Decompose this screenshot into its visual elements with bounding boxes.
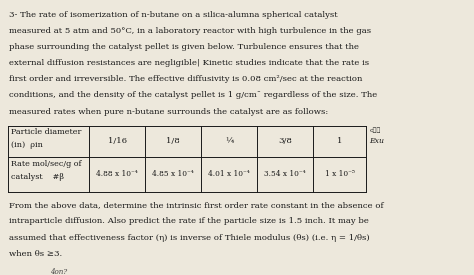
Text: measured at 5 atm and 50°C, in a laboratory reactor with high turbulence in the : measured at 5 atm and 50°C, in a laborat… bbox=[9, 27, 371, 35]
Text: first order and irreversible. The effective diffusivity is 0.08 cm²/sec at the r: first order and irreversible. The effect… bbox=[9, 75, 363, 83]
Text: conditions, and the density of the catalyst pellet is 1 g/cm¯ regardless of the : conditions, and the density of the catal… bbox=[9, 91, 377, 99]
Text: Rate mol/sec/g of: Rate mol/sec/g of bbox=[11, 160, 82, 168]
Text: 3.54 x 10⁻⁴: 3.54 x 10⁻⁴ bbox=[264, 170, 306, 178]
Text: 1/16: 1/16 bbox=[108, 137, 127, 145]
Text: intraparticle diffusion. Also predict the rate if the particle size is 1.5 inch.: intraparticle diffusion. Also predict th… bbox=[9, 217, 369, 225]
Text: Exu: Exu bbox=[369, 137, 384, 145]
Text: 1: 1 bbox=[337, 137, 343, 145]
Text: ¼: ¼ bbox=[225, 137, 234, 145]
Text: external diffusion resistances are negligible| Kinetic studies indicate that the: external diffusion resistances are negli… bbox=[9, 59, 369, 67]
Text: 4.85 x 10⁻⁴: 4.85 x 10⁻⁴ bbox=[153, 170, 194, 178]
Text: catalyst    #β: catalyst #β bbox=[11, 173, 64, 181]
Text: 4.01 x 10⁻⁴: 4.01 x 10⁻⁴ bbox=[209, 170, 250, 178]
Text: 4on?: 4on? bbox=[50, 268, 67, 275]
Text: when θs ≥3.: when θs ≥3. bbox=[9, 250, 63, 258]
Text: phase surrounding the catalyst pellet is given below. Turbulence ensures that th: phase surrounding the catalyst pellet is… bbox=[9, 43, 359, 51]
Text: 3/8: 3/8 bbox=[278, 137, 292, 145]
Text: Particle diameter: Particle diameter bbox=[11, 128, 82, 136]
Text: 4.88 x 10⁻⁴: 4.88 x 10⁻⁴ bbox=[96, 170, 138, 178]
Text: From the above data, determine the intrinsic first order rate constant in the ab: From the above data, determine the intri… bbox=[9, 201, 384, 209]
Text: measured rates when pure n-butane surrounds the catalyst are as follows:: measured rates when pure n-butane surrou… bbox=[9, 108, 328, 116]
Text: 1 x 10⁻⁵: 1 x 10⁻⁵ bbox=[325, 170, 355, 178]
Text: assumed that effectiveness factor (η) is inverse of Thiele modulus (θs) (i.e. η : assumed that effectiveness factor (η) is… bbox=[9, 233, 370, 241]
Text: 1/8: 1/8 bbox=[166, 137, 180, 145]
Text: c⋯⋯: c⋯⋯ bbox=[369, 127, 381, 133]
Text: (in)  ρin: (in) ρin bbox=[11, 141, 43, 149]
Text: 3- The rate of isomerization of n-butane on a silica-alumna spherical catalyst: 3- The rate of isomerization of n-butane… bbox=[9, 11, 338, 19]
